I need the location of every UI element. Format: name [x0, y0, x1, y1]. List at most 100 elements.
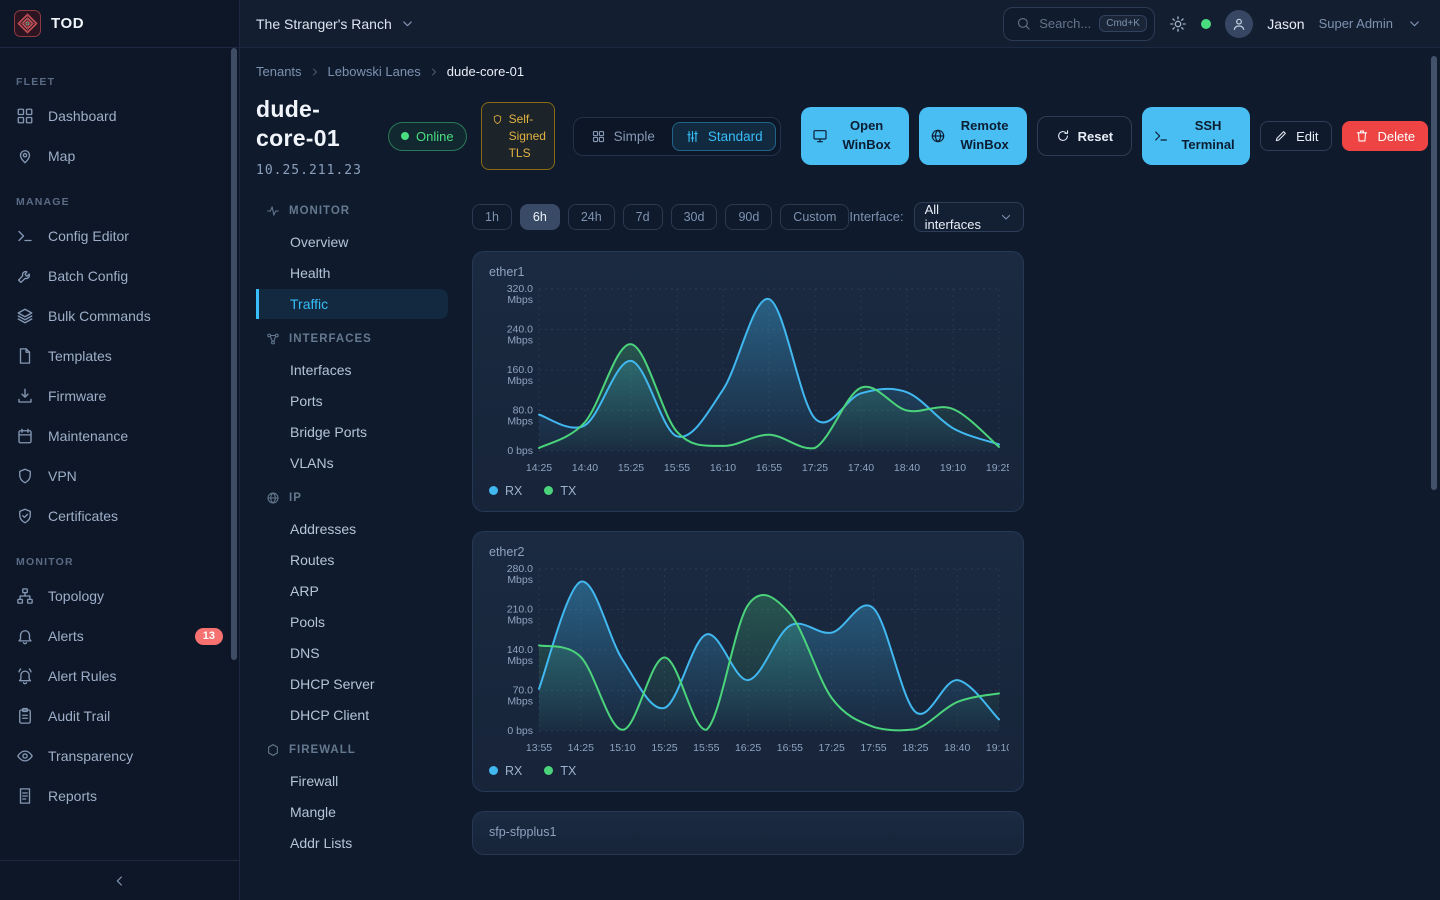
layers-icon: [16, 307, 34, 325]
sidebar-collapse-button[interactable]: [0, 860, 239, 900]
tenant-name: The Stranger's Ranch: [256, 15, 392, 32]
subnav-item-mangle[interactable]: Mangle: [290, 803, 336, 820]
remote-winbox-button[interactable]: Remote WinBox: [918, 107, 1027, 166]
breadcrumb-item-dude-core-01: dude-core-01: [446, 64, 525, 79]
chevron-down-icon[interactable]: [1407, 16, 1422, 31]
range-pill-7d[interactable]: 7d: [622, 203, 663, 230]
sidebar-item-alerts[interactable]: Alerts 13: [0, 616, 239, 656]
interface-select[interactable]: All interfaces: [913, 201, 1024, 232]
svg-text:16:10: 16:10: [710, 462, 736, 474]
tls-label: Self-Signed TLS: [508, 112, 546, 160]
range-pill-6h[interactable]: 6h: [519, 203, 560, 230]
subnav-item-dhcp-client[interactable]: DHCP Client: [290, 706, 370, 723]
sidebar-item-topology[interactable]: Topology: [0, 576, 239, 616]
traffic-panel: 1h 6h 24h 7d 30d 90d Custom Interface: All int…: [472, 192, 1024, 874]
subnav-item-routes[interactable]: Routes: [290, 551, 335, 568]
sidebar: FLEET Dashboard Map MANAGE Config Editor Batc…: [0, 48, 240, 900]
subnav-item-health[interactable]: Health: [290, 264, 331, 281]
breadcrumb-item-tenants[interactable]: Tenants: [256, 64, 302, 79]
tenant-selector[interactable]: The Stranger's Ranch: [256, 16, 415, 32]
activity-icon: [266, 204, 280, 218]
sidebar-item-bulk-commands[interactable]: Bulk Commands: [0, 296, 239, 336]
svg-text:16:55: 16:55: [777, 742, 803, 754]
subnav-item-addr-lists[interactable]: Addr Lists: [290, 834, 353, 851]
action-label: Edit: [1296, 128, 1319, 144]
sidebar-item-label: Config Editor: [48, 228, 129, 244]
sidebar-item-config-editor[interactable]: Config Editor: [0, 216, 239, 256]
action-label: SSH Terminal: [1181, 118, 1235, 153]
shield-icon: [16, 467, 34, 485]
sidebar-item-batch-config[interactable]: Batch Config: [0, 256, 239, 296]
subnav-item-bridge-ports[interactable]: Bridge Ports: [290, 423, 368, 440]
view-mode-standard[interactable]: Standard: [671, 121, 776, 151]
svg-text:Mbps: Mbps: [507, 294, 533, 306]
subnav-item-ports[interactable]: Ports: [290, 392, 323, 409]
subnav-item-vlans[interactable]: VLANs: [290, 454, 334, 471]
avatar[interactable]: [1225, 9, 1254, 38]
sidebar-item-label: Dashboard: [48, 108, 117, 124]
delete-button[interactable]: Delete: [1342, 121, 1429, 152]
subnav-section-ip: IP: [256, 479, 448, 513]
sidebar-item-certificates[interactable]: Certificates: [0, 496, 239, 536]
sidebar-item-firmware[interactable]: Firmware: [0, 376, 239, 416]
main-scrollbar[interactable]: [1431, 56, 1437, 490]
legend-dot-icon: [489, 766, 498, 775]
open-winbox-button[interactable]: Open WinBox: [800, 107, 909, 166]
search-icon: [1016, 16, 1031, 31]
range-pill-custom[interactable]: Custom: [780, 203, 850, 230]
svg-text:18:40: 18:40: [944, 742, 970, 754]
edit-button[interactable]: Edit: [1260, 121, 1333, 152]
search-input[interactable]: Search... Cmd+K: [1003, 6, 1156, 41]
interface-value: All interfaces: [924, 201, 981, 232]
range-pill-30d[interactable]: 30d: [670, 203, 718, 230]
content-row: MONITOR Overview Health Traffic INTERFACES In…: [256, 192, 1416, 874]
svg-text:15:25: 15:25: [651, 742, 677, 754]
view-mode-simple[interactable]: Simple: [578, 122, 668, 151]
device-actions: Open WinBox Remote WinBox Reset SSH Termina…: [800, 107, 1429, 166]
firewall-icon: [266, 743, 280, 757]
svg-text:Mbps: Mbps: [507, 574, 533, 586]
sidebar-item-maintenance[interactable]: Maintenance: [0, 416, 239, 456]
map-pin-icon: [16, 147, 34, 165]
sidebar-item-label: Templates: [48, 348, 112, 364]
sidebar-item-alert-rules[interactable]: Alert Rules: [0, 656, 239, 696]
sidebar-item-reports[interactable]: Reports: [0, 776, 239, 816]
subnav-item-interfaces[interactable]: Interfaces: [290, 361, 352, 378]
time-range-pills: 1h 6h 24h 7d 30d 90d Custom: [472, 203, 850, 230]
sidebar-item-templates[interactable]: Templates: [0, 336, 239, 376]
sidebar-item-dashboard[interactable]: Dashboard: [0, 96, 239, 136]
subnav-item-pools[interactable]: Pools: [290, 613, 326, 630]
svg-text:240.0: 240.0: [507, 323, 533, 335]
view-mode-label: Simple: [613, 128, 655, 144]
status-label: Online: [416, 128, 454, 144]
chart-card-sfp-sfpplus1: sfp-sfpplus1: [472, 810, 1024, 855]
monitor-icon: [812, 128, 828, 144]
reset-button[interactable]: Reset: [1036, 116, 1133, 157]
ssh-terminal-button[interactable]: SSH Terminal: [1142, 107, 1251, 166]
svg-text:Mbps: Mbps: [507, 415, 533, 427]
subnav-item-dns[interactable]: DNS: [290, 644, 320, 661]
sidebar-item-map[interactable]: Map: [0, 136, 239, 176]
status-badge: Online: [388, 121, 467, 151]
subnav-item-addresses[interactable]: Addresses: [290, 520, 357, 537]
main-content: Tenants Lebowski Lanes dude-core-01 dude-c…: [240, 48, 1440, 900]
sidebar-item-audit-trail[interactable]: Audit Trail: [0, 696, 239, 736]
subnav-section-monitor: MONITOR: [256, 192, 448, 226]
subnav-item-firewall[interactable]: Firewall: [290, 772, 339, 789]
range-pill-1h[interactable]: 1h: [472, 203, 512, 230]
theme-toggle-sun-icon[interactable]: [1169, 15, 1187, 33]
sidebar-item-transparency[interactable]: Transparency: [0, 736, 239, 776]
sidebar-item-vpn[interactable]: VPN: [0, 456, 239, 496]
sidebar-scrollbar[interactable]: [231, 48, 237, 660]
range-pill-24h[interactable]: 24h: [567, 203, 615, 230]
subnav-item-dhcp-server[interactable]: DHCP Server: [290, 675, 375, 692]
dashboard-icon: [16, 107, 34, 125]
file-icon: [16, 347, 34, 365]
subnav-item-overview[interactable]: Overview: [290, 233, 349, 250]
breadcrumb-item-lebowski-lanes[interactable]: Lebowski Lanes: [327, 64, 421, 79]
subnav-item-traffic[interactable]: Traffic: [256, 288, 448, 319]
svg-text:0 bps: 0 bps: [507, 725, 533, 737]
range-pill-90d[interactable]: 90d: [725, 203, 773, 230]
subnav-item-arp[interactable]: ARP: [290, 582, 319, 599]
